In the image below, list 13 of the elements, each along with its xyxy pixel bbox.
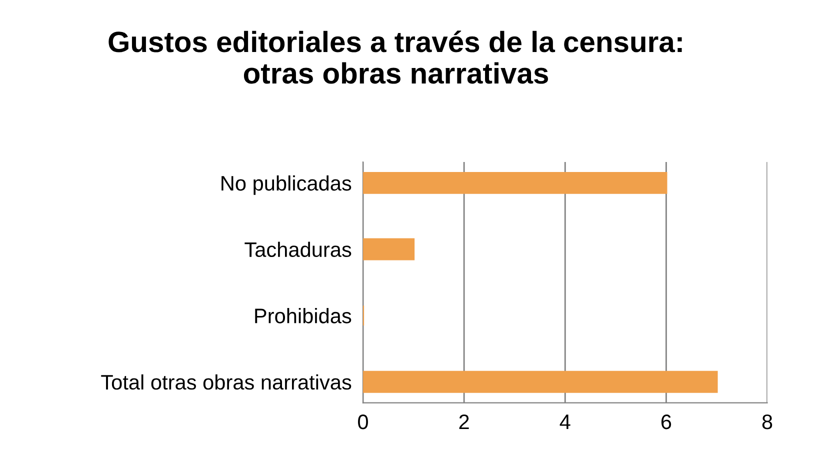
- y-tick-label: Total otras obras narrativas: [101, 374, 352, 390]
- y-tick-label: Prohibidas: [255, 308, 352, 324]
- bar: [363, 238, 415, 260]
- y-tick-label: Tachaduras: [244, 242, 352, 258]
- bar: [363, 370, 718, 393]
- x-tick-label: 4: [560, 414, 570, 430]
- x-tick-label: 6: [661, 414, 672, 430]
- bar: [363, 172, 668, 194]
- x-tick-label: 0: [358, 414, 368, 430]
- x-tick-label: 2: [459, 414, 469, 430]
- y-tick-label: No publicadas: [222, 175, 352, 195]
- chart-title: Gustos editoriales a través de la censura: otras obras narrativas: [108, 30, 682, 84]
- x-tick-label: 8: [762, 414, 772, 430]
